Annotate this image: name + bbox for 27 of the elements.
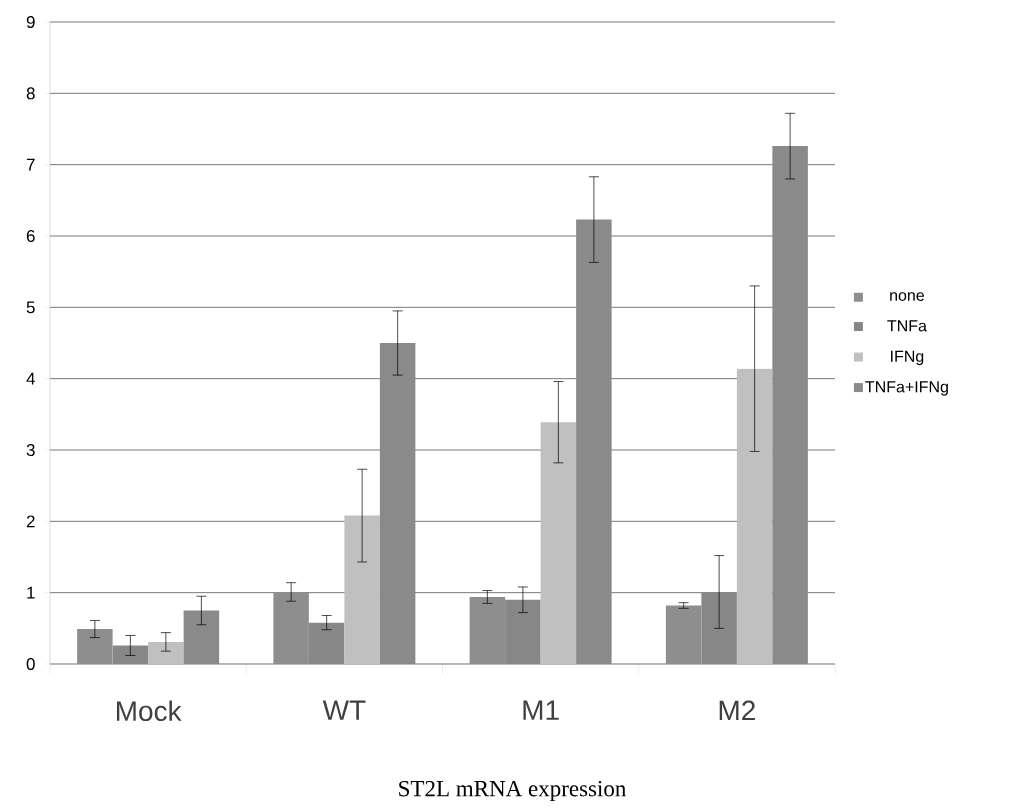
- bar: [772, 146, 808, 664]
- text: ST2L mRNA expression: [399, 780, 627, 802]
- x-tick-label: M1: [523, 700, 559, 720]
- bar: [379, 343, 416, 664]
- y-tick-label: 7: [26, 158, 35, 171]
- y-tick-label: 4: [26, 372, 35, 385]
- y-tick-label: 8: [26, 87, 35, 100]
- legend-label: TNFa+IFNg: [865, 381, 948, 396]
- y-tick-label: 6: [26, 229, 35, 243]
- y-tick-label: 3: [26, 443, 35, 457]
- x-tick-label: WT: [322, 700, 366, 720]
- y-tick-label: 2: [26, 515, 35, 528]
- y-tick-label: 5: [26, 301, 35, 314]
- bar: [540, 422, 577, 664]
- legend-label: none: [890, 292, 924, 301]
- legend-label: IFNg: [891, 350, 924, 366]
- y-tick-label: 1: [27, 586, 35, 599]
- bar: [148, 641, 184, 664]
- y-tick-label: 9: [26, 15, 35, 29]
- bar: [576, 219, 612, 664]
- legend-label: TNFa: [887, 320, 927, 332]
- x-tick-label: M2: [719, 700, 755, 721]
- bar: [344, 515, 380, 664]
- x-tick-label: Mock: [116, 700, 182, 722]
- bar: [183, 610, 220, 664]
- bar: [736, 368, 773, 664]
- y-tick-label: 0: [26, 657, 35, 671]
